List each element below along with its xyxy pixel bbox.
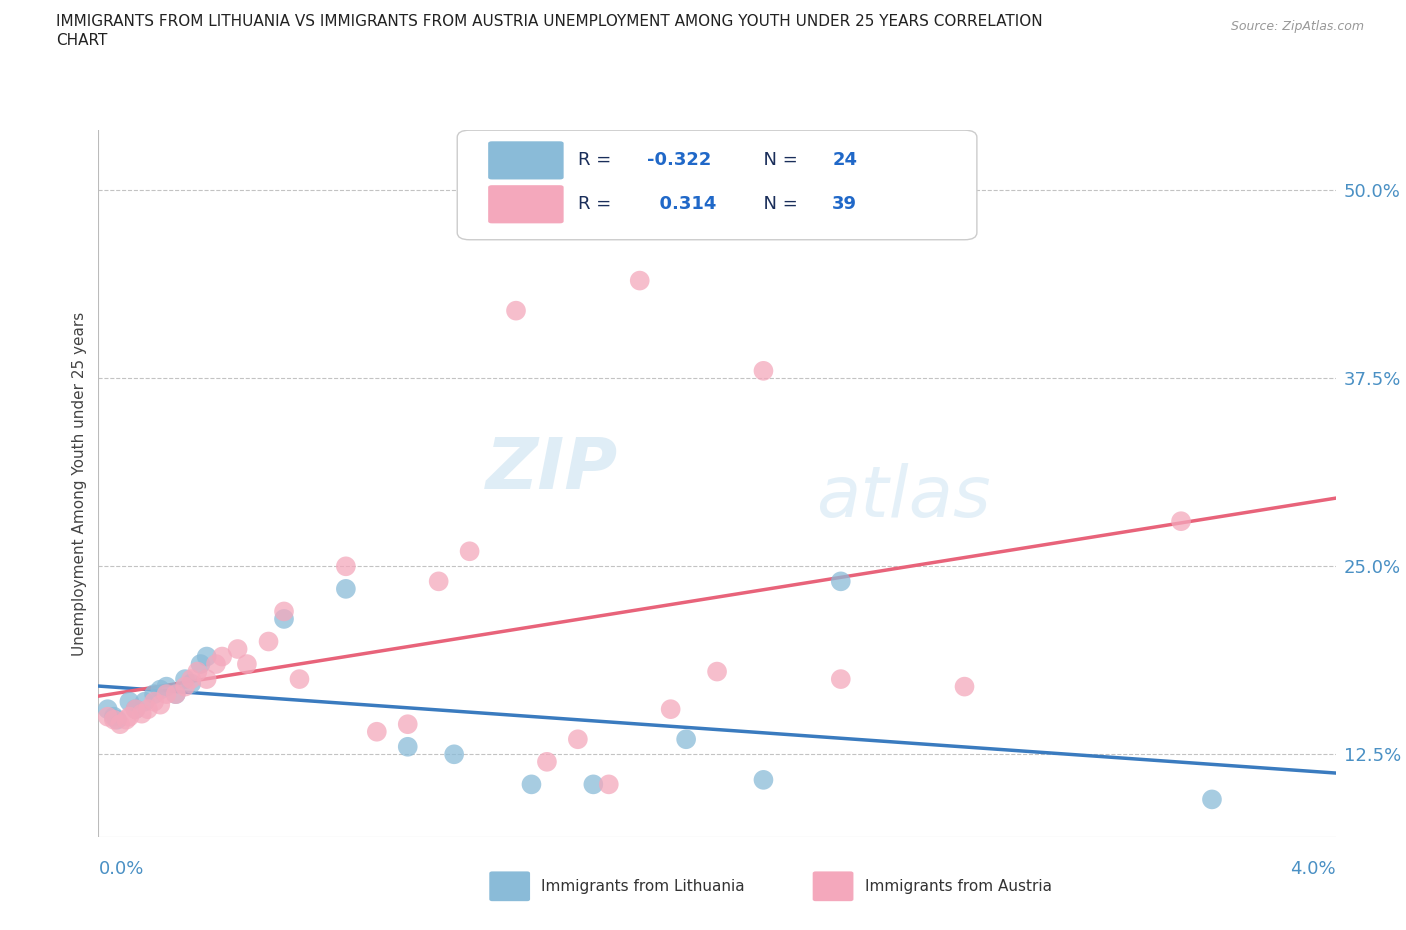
Point bbox=[628, 273, 651, 288]
Point bbox=[97, 702, 120, 717]
Point bbox=[458, 544, 481, 559]
Point bbox=[124, 702, 146, 717]
Text: R =: R = bbox=[578, 152, 617, 169]
Text: 39: 39 bbox=[832, 195, 858, 213]
Point bbox=[174, 671, 197, 686]
Point bbox=[830, 574, 852, 589]
Point bbox=[195, 671, 218, 686]
Text: Source: ZipAtlas.com: Source: ZipAtlas.com bbox=[1230, 20, 1364, 33]
Text: R =: R = bbox=[578, 195, 617, 213]
Point bbox=[520, 777, 543, 791]
Point bbox=[752, 773, 775, 788]
Point bbox=[155, 679, 177, 694]
Point bbox=[136, 702, 159, 717]
Point bbox=[335, 559, 357, 574]
Point bbox=[190, 657, 212, 671]
Point bbox=[118, 710, 141, 724]
Point bbox=[103, 710, 125, 724]
Point bbox=[536, 754, 558, 769]
Point bbox=[186, 664, 208, 679]
Text: Immigrants from Austria: Immigrants from Austria bbox=[865, 879, 1052, 894]
Point bbox=[97, 710, 120, 724]
Point bbox=[131, 706, 153, 721]
Point bbox=[1201, 792, 1223, 807]
Point bbox=[165, 686, 187, 701]
Point bbox=[659, 702, 682, 717]
Text: atlas: atlas bbox=[815, 463, 991, 532]
Text: Immigrants from Lithuania: Immigrants from Lithuania bbox=[541, 879, 745, 894]
Text: 4.0%: 4.0% bbox=[1291, 860, 1336, 878]
Point bbox=[257, 634, 280, 649]
Point bbox=[180, 671, 202, 686]
Point bbox=[115, 712, 138, 727]
Point bbox=[427, 574, 450, 589]
Y-axis label: Unemployment Among Youth under 25 years: Unemployment Among Youth under 25 years bbox=[72, 312, 87, 656]
Text: -0.322: -0.322 bbox=[647, 152, 711, 169]
Point bbox=[273, 612, 295, 627]
Point bbox=[396, 717, 419, 732]
FancyBboxPatch shape bbox=[457, 130, 977, 240]
Text: IMMIGRANTS FROM LITHUANIA VS IMMIGRANTS FROM AUSTRIA UNEMPLOYMENT AMONG YOUTH UN: IMMIGRANTS FROM LITHUANIA VS IMMIGRANTS … bbox=[56, 14, 1043, 29]
Point bbox=[180, 676, 202, 691]
Point bbox=[211, 649, 233, 664]
Text: 0.0%: 0.0% bbox=[98, 860, 143, 878]
Point bbox=[134, 694, 156, 709]
Point bbox=[165, 686, 187, 701]
Point bbox=[582, 777, 605, 791]
Text: ZIP: ZIP bbox=[486, 435, 619, 504]
Text: N =: N = bbox=[752, 195, 803, 213]
Point bbox=[226, 642, 249, 657]
Point bbox=[752, 364, 775, 379]
Point bbox=[205, 657, 228, 671]
Point bbox=[236, 657, 259, 671]
Point bbox=[149, 698, 172, 712]
Point bbox=[598, 777, 620, 791]
Point bbox=[505, 303, 527, 318]
Text: 24: 24 bbox=[832, 152, 858, 169]
Point bbox=[706, 664, 728, 679]
Point bbox=[335, 581, 357, 596]
Text: CHART: CHART bbox=[56, 33, 108, 47]
Point bbox=[103, 712, 125, 727]
Point bbox=[195, 649, 218, 664]
Point bbox=[366, 724, 388, 739]
Point bbox=[288, 671, 311, 686]
Point bbox=[174, 679, 197, 694]
Point bbox=[155, 686, 177, 701]
Point bbox=[118, 694, 141, 709]
Point bbox=[1170, 513, 1192, 528]
Point bbox=[830, 671, 852, 686]
Point bbox=[105, 712, 128, 727]
Point bbox=[567, 732, 589, 747]
Point bbox=[443, 747, 465, 762]
Text: 0.314: 0.314 bbox=[647, 195, 716, 213]
FancyBboxPatch shape bbox=[488, 141, 564, 179]
Point bbox=[143, 694, 166, 709]
Point bbox=[953, 679, 976, 694]
Point bbox=[273, 604, 295, 618]
Text: N =: N = bbox=[752, 152, 803, 169]
Point bbox=[124, 702, 146, 717]
Point bbox=[396, 739, 419, 754]
FancyBboxPatch shape bbox=[488, 185, 564, 223]
Point bbox=[675, 732, 697, 747]
Point bbox=[108, 717, 131, 732]
Point bbox=[143, 686, 166, 701]
Point bbox=[149, 683, 172, 698]
